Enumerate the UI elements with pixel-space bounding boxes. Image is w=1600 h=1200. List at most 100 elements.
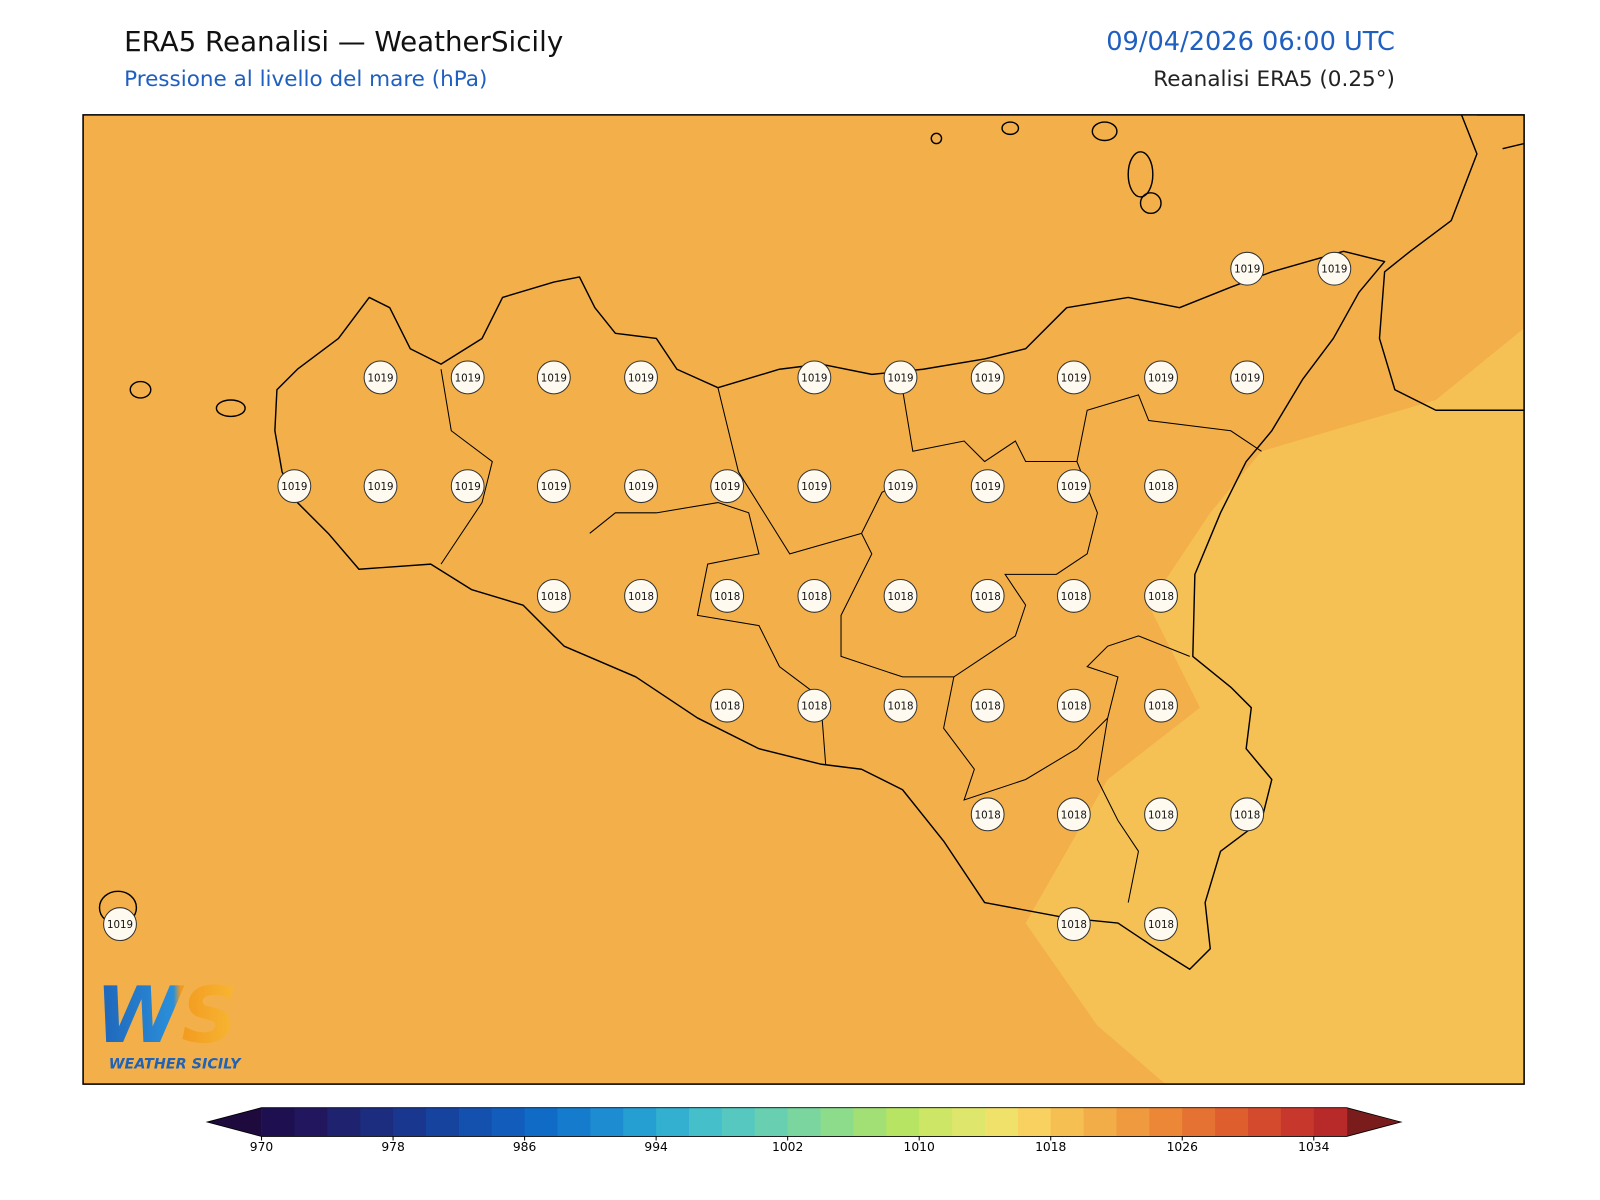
station-marker [1144,578,1178,613]
station-value: 1019 [801,372,827,384]
station-marker [797,360,832,395]
station-value: 1018 [1148,809,1174,821]
station-marker [883,688,918,723]
station-value: 1019 [628,372,654,384]
island [1127,151,1154,198]
station-value: 1019 [1234,372,1260,384]
station-value: 1019 [975,481,1001,493]
province-borders [440,369,1262,903]
colorbar-swatch [689,1107,723,1137]
station-marker [710,578,745,613]
station-marker [710,469,745,504]
colorbar-swatch [1280,1107,1315,1137]
station-value: 1019 [1234,264,1260,276]
station-marker [883,360,918,395]
island [1139,192,1162,215]
colorbar-swatch [623,1107,657,1137]
colorbar-swatch [425,1107,460,1137]
source: Reanalisi ERA5 (0.25°) [1153,67,1395,92]
station-value: 1019 [1321,264,1347,276]
colorbar-tick-label: 978 [381,1140,404,1154]
station-value: 1019 [1061,372,1087,384]
colorbar-swatch [1182,1107,1216,1137]
station-marker [1317,251,1352,286]
station-value: 1018 [714,591,740,603]
colorbar-over [1346,1107,1402,1137]
station-value: 1018 [628,591,654,603]
datetime: 09/04/2026 06:00 UTC [1106,27,1395,57]
station-marker [1144,360,1178,395]
colorbar-tick-label: 1026 [1167,1140,1198,1154]
colorbar: 970 978 986 994 1002 1010 1018 1026 1034 [205,1107,1403,1154]
station-value: 1019 [887,481,913,493]
colorbar-swatch [984,1107,1019,1137]
colorbar-swatch [820,1107,854,1137]
station-value: 1019 [628,481,654,493]
station-value: 1018 [975,701,1001,713]
station-value: 1019 [801,481,827,493]
colorbar-swatch [1050,1107,1085,1137]
colorbar-swatch [919,1107,953,1137]
title: ERA5 Reanalisi — WeatherSicily [124,25,563,58]
colorbar-tick-label: 1018 [1035,1140,1066,1154]
station-marker [450,360,485,395]
colorbar-tick-label: 970 [250,1140,273,1154]
station-marker [970,469,1005,504]
station-marker [1144,907,1178,942]
logo: WS WEATHER SICILY [95,971,242,1073]
station-value: 1018 [1061,591,1087,603]
station-value: 1018 [1148,701,1174,713]
colorbar-tick-label: 1034 [1298,1140,1329,1154]
colorbar-tick-label: 986 [513,1140,537,1154]
station-value: 1019 [367,372,393,384]
station-marker [363,360,398,395]
calabria-coast [1378,114,1525,411]
colorbar-swatch [491,1107,526,1137]
station-value: 1019 [107,919,133,931]
station-value: 1018 [975,591,1001,603]
station-marker [277,469,312,504]
island [930,132,943,145]
island [129,380,152,399]
station-marker [1230,360,1265,395]
station-value: 1019 [975,372,1001,384]
station-value: 1018 [1148,919,1174,931]
station-marker [536,578,571,613]
station-marker [710,688,745,723]
station-marker [1144,797,1178,832]
logo-text: WEATHER SICILY [109,1057,242,1073]
colorbar-outline [205,1107,1403,1137]
colorbar-swatch [1116,1107,1150,1137]
station-value: 1018 [1148,481,1174,493]
station-marker [970,360,1005,395]
colorbar-swatch [458,1107,493,1137]
station-marker [624,578,658,613]
station-value: 1018 [1061,919,1087,931]
station-marker [363,469,398,504]
station-marker [536,360,571,395]
station-marker [797,578,832,613]
colorbar-swatch [590,1107,624,1137]
station-marker [797,688,832,723]
colorbar-swatch [261,1107,295,1137]
station-marker [624,360,658,395]
station-marker [1056,578,1091,613]
station-value: 1018 [801,701,827,713]
station-marker [103,907,137,942]
colorbar-swatch [1017,1107,1052,1137]
colorbar-swatch [656,1107,690,1137]
map: 1019 1019 1019 1019 1019 1019 1019 1019 1019 1019… [82,114,1525,1085]
station-marker [970,688,1005,723]
colorbar-swatch [557,1107,591,1137]
colorbar-swatch [886,1107,920,1137]
station-value: 1019 [281,481,307,493]
station-value: 1018 [714,701,740,713]
station-value: 1018 [887,701,913,713]
island [215,399,246,418]
station-value: 1018 [1234,809,1260,821]
station-marker [450,469,485,504]
pressure-field-light [1025,328,1525,1085]
station-marker [883,578,918,613]
colorbar-swatch [1149,1107,1183,1137]
